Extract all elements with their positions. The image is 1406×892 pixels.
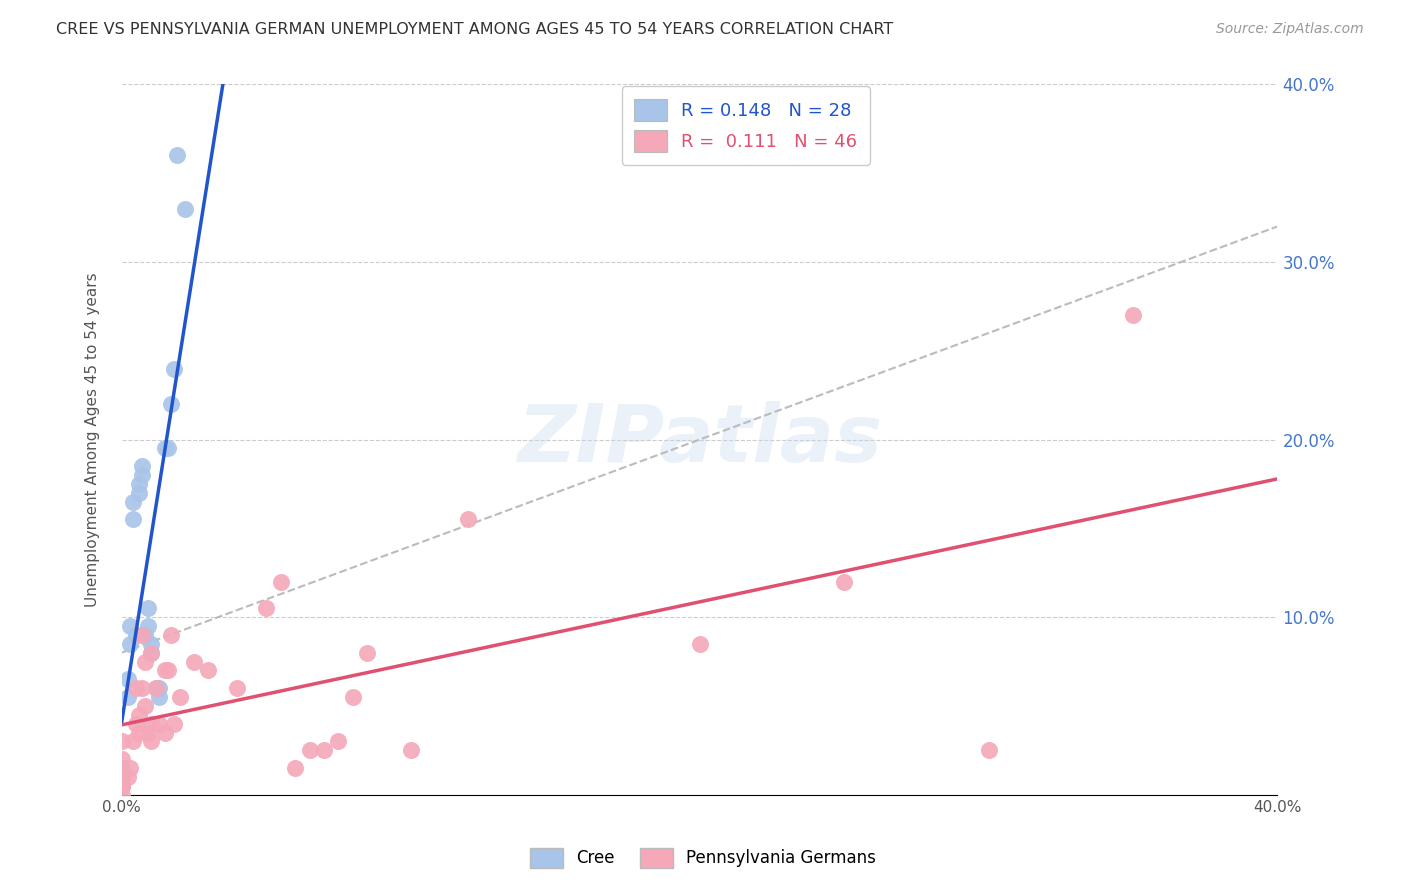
Point xyxy=(139,646,162,660)
Point xyxy=(111,779,134,793)
Point xyxy=(125,716,148,731)
Point xyxy=(111,770,134,784)
Point xyxy=(284,761,307,775)
Point xyxy=(197,664,219,678)
Point xyxy=(977,743,1000,757)
Point xyxy=(183,655,205,669)
Point xyxy=(131,628,153,642)
Point xyxy=(169,690,191,704)
Point xyxy=(134,698,156,713)
Point xyxy=(111,752,134,766)
Point xyxy=(166,148,188,162)
Point xyxy=(131,468,153,483)
Point xyxy=(153,664,176,678)
Point xyxy=(1122,308,1144,322)
Point xyxy=(148,716,170,731)
Point xyxy=(139,637,162,651)
Point xyxy=(136,725,159,739)
Point xyxy=(139,646,162,660)
Point xyxy=(298,743,321,757)
Point xyxy=(145,681,167,695)
Point xyxy=(160,397,183,411)
Point xyxy=(160,628,183,642)
Point xyxy=(157,442,180,456)
Legend: Cree, Pennsylvania Germans: Cree, Pennsylvania Germans xyxy=(523,841,883,875)
Point xyxy=(163,361,186,376)
Point xyxy=(111,761,134,775)
Point xyxy=(157,664,180,678)
Point xyxy=(134,655,156,669)
Point xyxy=(226,681,249,695)
Point xyxy=(128,707,150,722)
Point xyxy=(342,690,364,704)
Point xyxy=(122,494,145,508)
Point xyxy=(111,788,134,802)
Point xyxy=(128,486,150,500)
Point xyxy=(328,734,350,748)
Point xyxy=(689,637,711,651)
Point xyxy=(125,628,148,642)
Point xyxy=(134,628,156,642)
Point xyxy=(148,690,170,704)
Point xyxy=(139,734,162,748)
Point xyxy=(122,734,145,748)
Point xyxy=(131,681,153,695)
Text: CREE VS PENNSYLVANIA GERMAN UNEMPLOYMENT AMONG AGES 45 TO 54 YEARS CORRELATION C: CREE VS PENNSYLVANIA GERMAN UNEMPLOYMENT… xyxy=(56,22,893,37)
Point xyxy=(457,512,479,526)
Point xyxy=(139,716,162,731)
Point xyxy=(312,743,335,757)
Point xyxy=(832,574,855,589)
Point xyxy=(111,734,134,748)
Point xyxy=(117,673,139,687)
Point xyxy=(120,619,142,633)
Point xyxy=(136,619,159,633)
Point xyxy=(131,459,153,474)
Y-axis label: Unemployment Among Ages 45 to 54 years: Unemployment Among Ages 45 to 54 years xyxy=(86,272,100,607)
Point xyxy=(122,512,145,526)
Text: Source: ZipAtlas.com: Source: ZipAtlas.com xyxy=(1216,22,1364,37)
Point xyxy=(153,442,176,456)
Point xyxy=(145,681,167,695)
Point xyxy=(128,477,150,491)
Point xyxy=(174,202,197,216)
Point xyxy=(111,779,134,793)
Point xyxy=(136,601,159,615)
Point xyxy=(356,646,378,660)
Point xyxy=(148,681,170,695)
Point xyxy=(111,779,134,793)
Point xyxy=(270,574,292,589)
Point xyxy=(111,770,134,784)
Point xyxy=(117,690,139,704)
Point xyxy=(125,681,148,695)
Point xyxy=(153,725,176,739)
Point xyxy=(399,743,422,757)
Legend: R = 0.148   N = 28, R =  0.111   N = 46: R = 0.148 N = 28, R = 0.111 N = 46 xyxy=(621,87,870,165)
Point xyxy=(117,770,139,784)
Text: ZIPatlas: ZIPatlas xyxy=(517,401,882,479)
Point xyxy=(163,716,186,731)
Point xyxy=(254,601,277,615)
Point xyxy=(120,637,142,651)
Point xyxy=(128,725,150,739)
Point xyxy=(120,761,142,775)
